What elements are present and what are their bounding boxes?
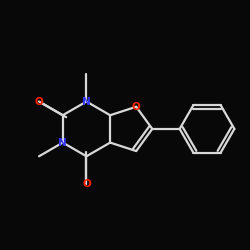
Text: N: N — [58, 138, 67, 147]
Text: O: O — [82, 179, 91, 189]
Text: O: O — [35, 96, 43, 106]
Text: O: O — [132, 102, 140, 112]
Text: N: N — [82, 96, 91, 106]
